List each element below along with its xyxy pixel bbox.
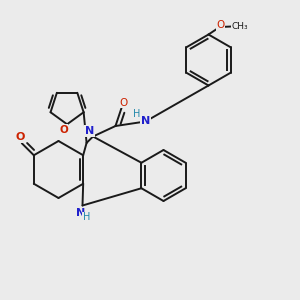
- Text: CH₃: CH₃: [231, 22, 248, 31]
- Text: N: N: [85, 126, 94, 136]
- Text: O: O: [16, 132, 25, 142]
- Text: O: O: [59, 125, 68, 135]
- Text: O: O: [119, 98, 127, 108]
- Text: H: H: [133, 109, 140, 119]
- Text: O: O: [216, 20, 225, 31]
- Text: H: H: [83, 212, 90, 223]
- Text: N: N: [76, 208, 85, 218]
- Text: N: N: [141, 116, 150, 127]
